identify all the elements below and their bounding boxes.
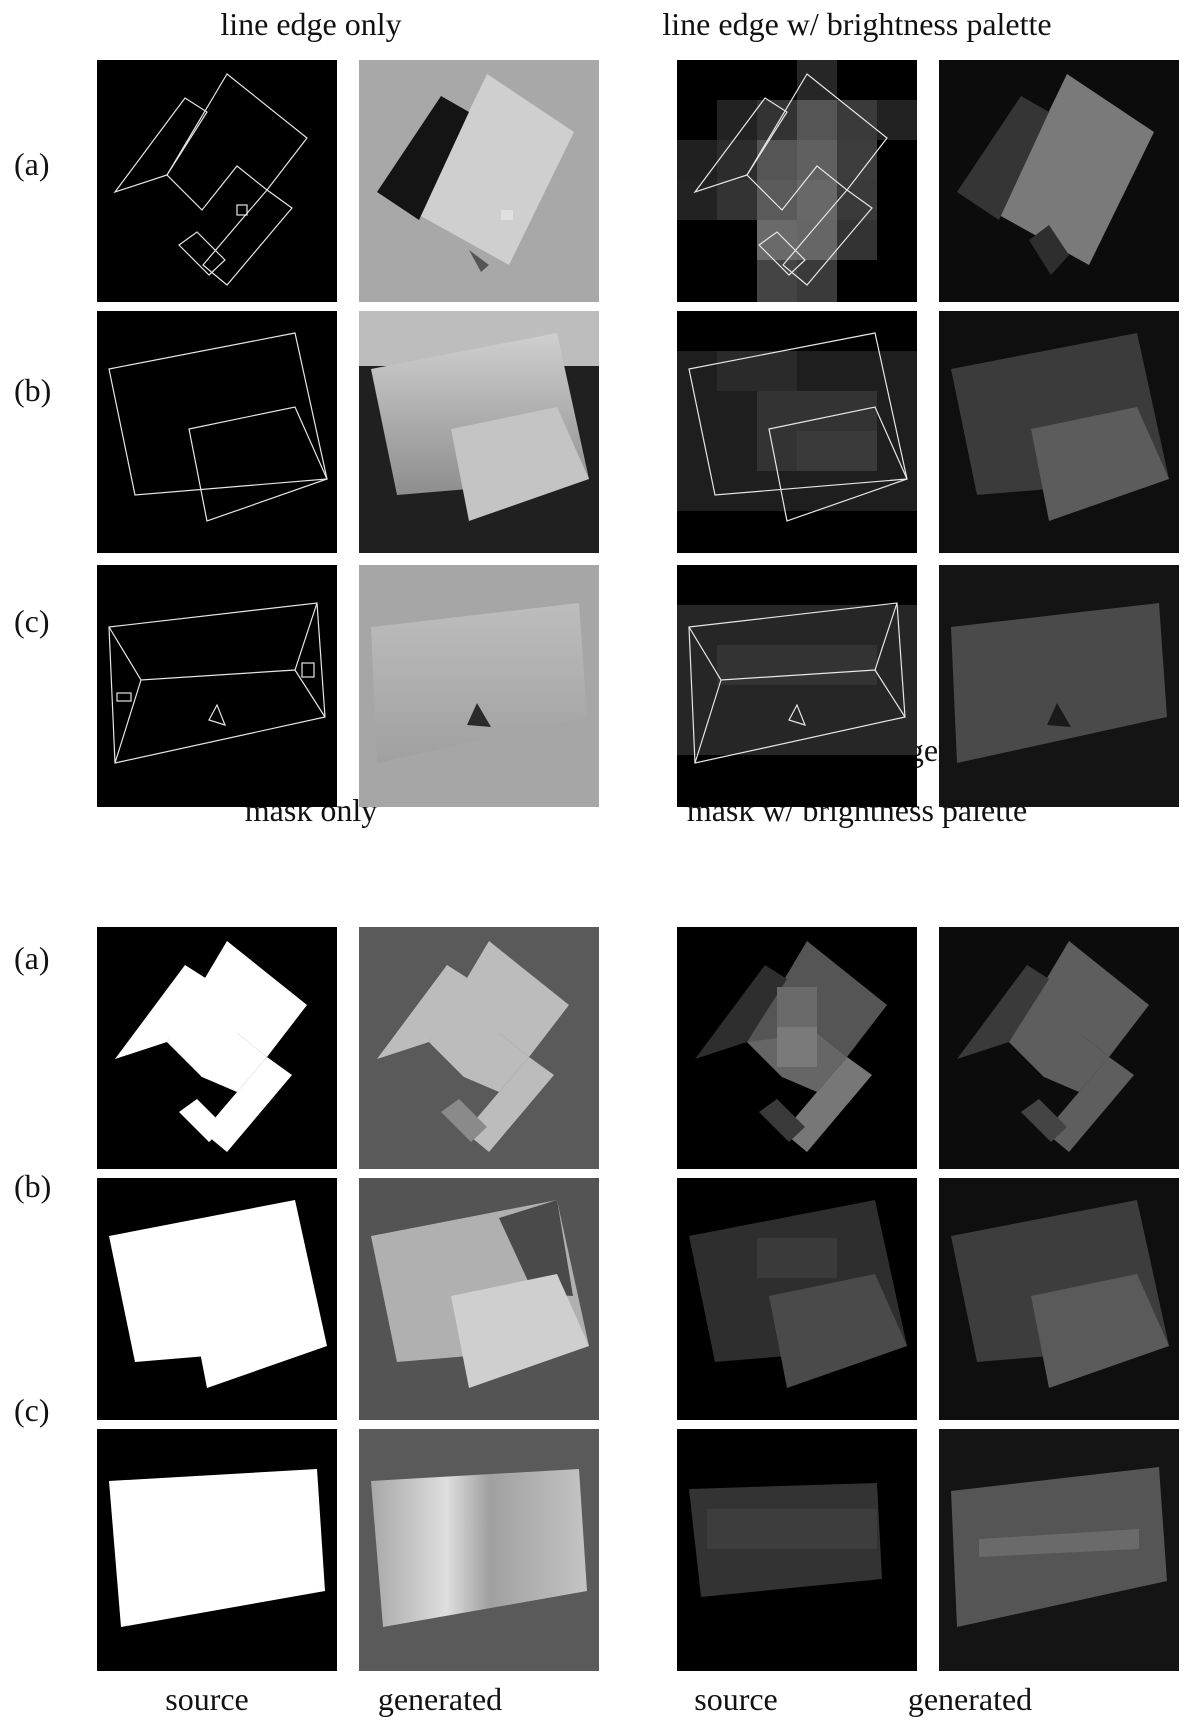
palette-source-image (677, 1178, 917, 1420)
column-label-source: source (165, 1681, 249, 1717)
palette-source-image (677, 927, 917, 1169)
palette-generated-image (939, 1429, 1179, 1671)
line-edge-generated-image (359, 565, 599, 807)
mask-source-image (97, 927, 337, 1169)
palette-generated-image (939, 565, 1179, 807)
mask-generated-image (359, 927, 599, 1169)
line-edge-generated-image (359, 60, 599, 302)
row-label-b: (b) (14, 372, 52, 408)
row-label-a: (a) (14, 940, 50, 976)
row-label-c: (c) (14, 1392, 50, 1428)
palette-source-image (677, 565, 917, 807)
mask-generated-image (359, 1178, 599, 1420)
row-label-a: (a) (14, 146, 50, 182)
row-label-b: (b) (14, 1168, 52, 1204)
palette-generated-image (939, 311, 1179, 553)
column-label-generated: generated (907, 1681, 1033, 1717)
section-title-line-edge-only: line edge only (220, 6, 402, 42)
line-edge-source-image (97, 60, 337, 302)
column-label-source: source (694, 1681, 778, 1717)
line-edge-source-image (97, 565, 337, 807)
palette-generated-image (939, 927, 1179, 1169)
line-edge-source-image (97, 311, 337, 553)
palette-generated-image (939, 1178, 1179, 1420)
palette-source-image (677, 311, 917, 553)
row-label-c: (c) (14, 603, 50, 639)
column-label-generated: generated (377, 1681, 503, 1717)
mask-source-image (97, 1178, 337, 1420)
palette-generated-image (939, 60, 1179, 302)
palette-source-image (677, 1429, 917, 1671)
line-edge-generated-image (359, 311, 599, 553)
mask-generated-image (359, 1429, 599, 1671)
section-title-line-edge-palette: line edge w/ brightness palette (662, 6, 1052, 42)
mask-source-image (97, 1429, 337, 1671)
palette-source-image (677, 60, 917, 302)
